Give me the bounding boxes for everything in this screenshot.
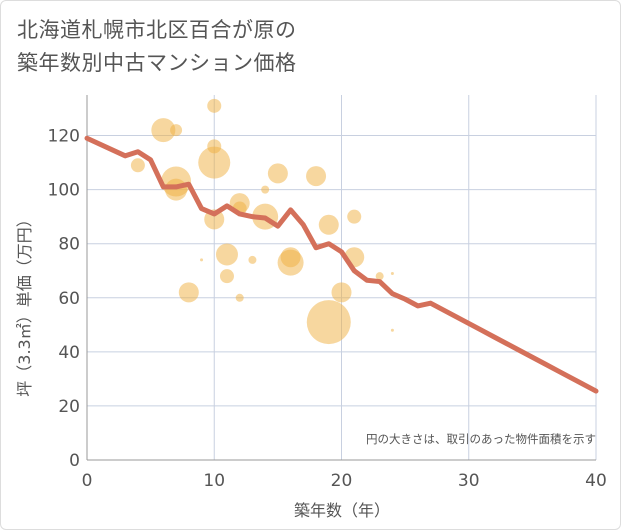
trend-line: [84, 135, 599, 394]
tick-labels: 0 20 40 60 80 100 120 0 10 20 30 40: [48, 127, 607, 491]
y-tick-label: 20: [58, 397, 80, 417]
bubble-point: [375, 272, 384, 281]
bubble-point: [306, 166, 327, 187]
bubble-point: [151, 118, 176, 143]
chart-note: 円の大きさは、取引のあった物件面積を示す: [366, 432, 596, 446]
bubble-point: [170, 124, 183, 137]
bubble-point: [200, 258, 204, 262]
bubble-point: [277, 249, 304, 276]
chart-title: 北海道札幌市北区百合が原の 築年数別中古マンション価格: [17, 14, 577, 80]
bubble-point: [390, 328, 394, 332]
grid-lines: [86, 95, 597, 461]
x-tick-label: 20: [331, 471, 353, 491]
y-tick-label: 120: [48, 127, 80, 147]
x-tick-label: 40: [585, 471, 607, 491]
bubble-point: [261, 185, 270, 194]
bubble-point: [178, 282, 199, 303]
bubble-point: [331, 282, 352, 303]
x-tick-label: 0: [82, 471, 93, 491]
chart-title-line-1: 北海道札幌市北区百合が原の: [17, 18, 297, 42]
bubble-point: [390, 271, 394, 275]
bubble-point: [198, 146, 231, 179]
bubble-point: [215, 243, 238, 266]
x-tick-label: 30: [458, 471, 480, 491]
x-axis-title: 築年数（年）: [294, 501, 390, 520]
bubble-point: [318, 214, 339, 235]
bubble-point: [130, 158, 145, 173]
bubble-point: [207, 98, 222, 113]
chart-title-line-2: 築年数別中古マンション価格: [17, 51, 297, 75]
bubble-point: [219, 269, 234, 284]
y-tick-label: 40: [58, 343, 80, 363]
bubble-point: [165, 178, 188, 201]
bubble-point: [248, 255, 257, 264]
y-tick-label: 80: [58, 235, 80, 255]
bubble-point: [235, 293, 244, 302]
bubble-point: [267, 163, 288, 184]
bubble-point: [306, 300, 351, 345]
y-tick-label: 100: [48, 181, 80, 201]
x-tick-label: 10: [203, 471, 225, 491]
bubble-point: [347, 209, 362, 224]
y-axis-title: 坪（3.3㎡）単価（万円）: [15, 211, 34, 396]
y-tick-label: 0: [69, 451, 80, 471]
y-tick-label: 60: [58, 289, 80, 309]
